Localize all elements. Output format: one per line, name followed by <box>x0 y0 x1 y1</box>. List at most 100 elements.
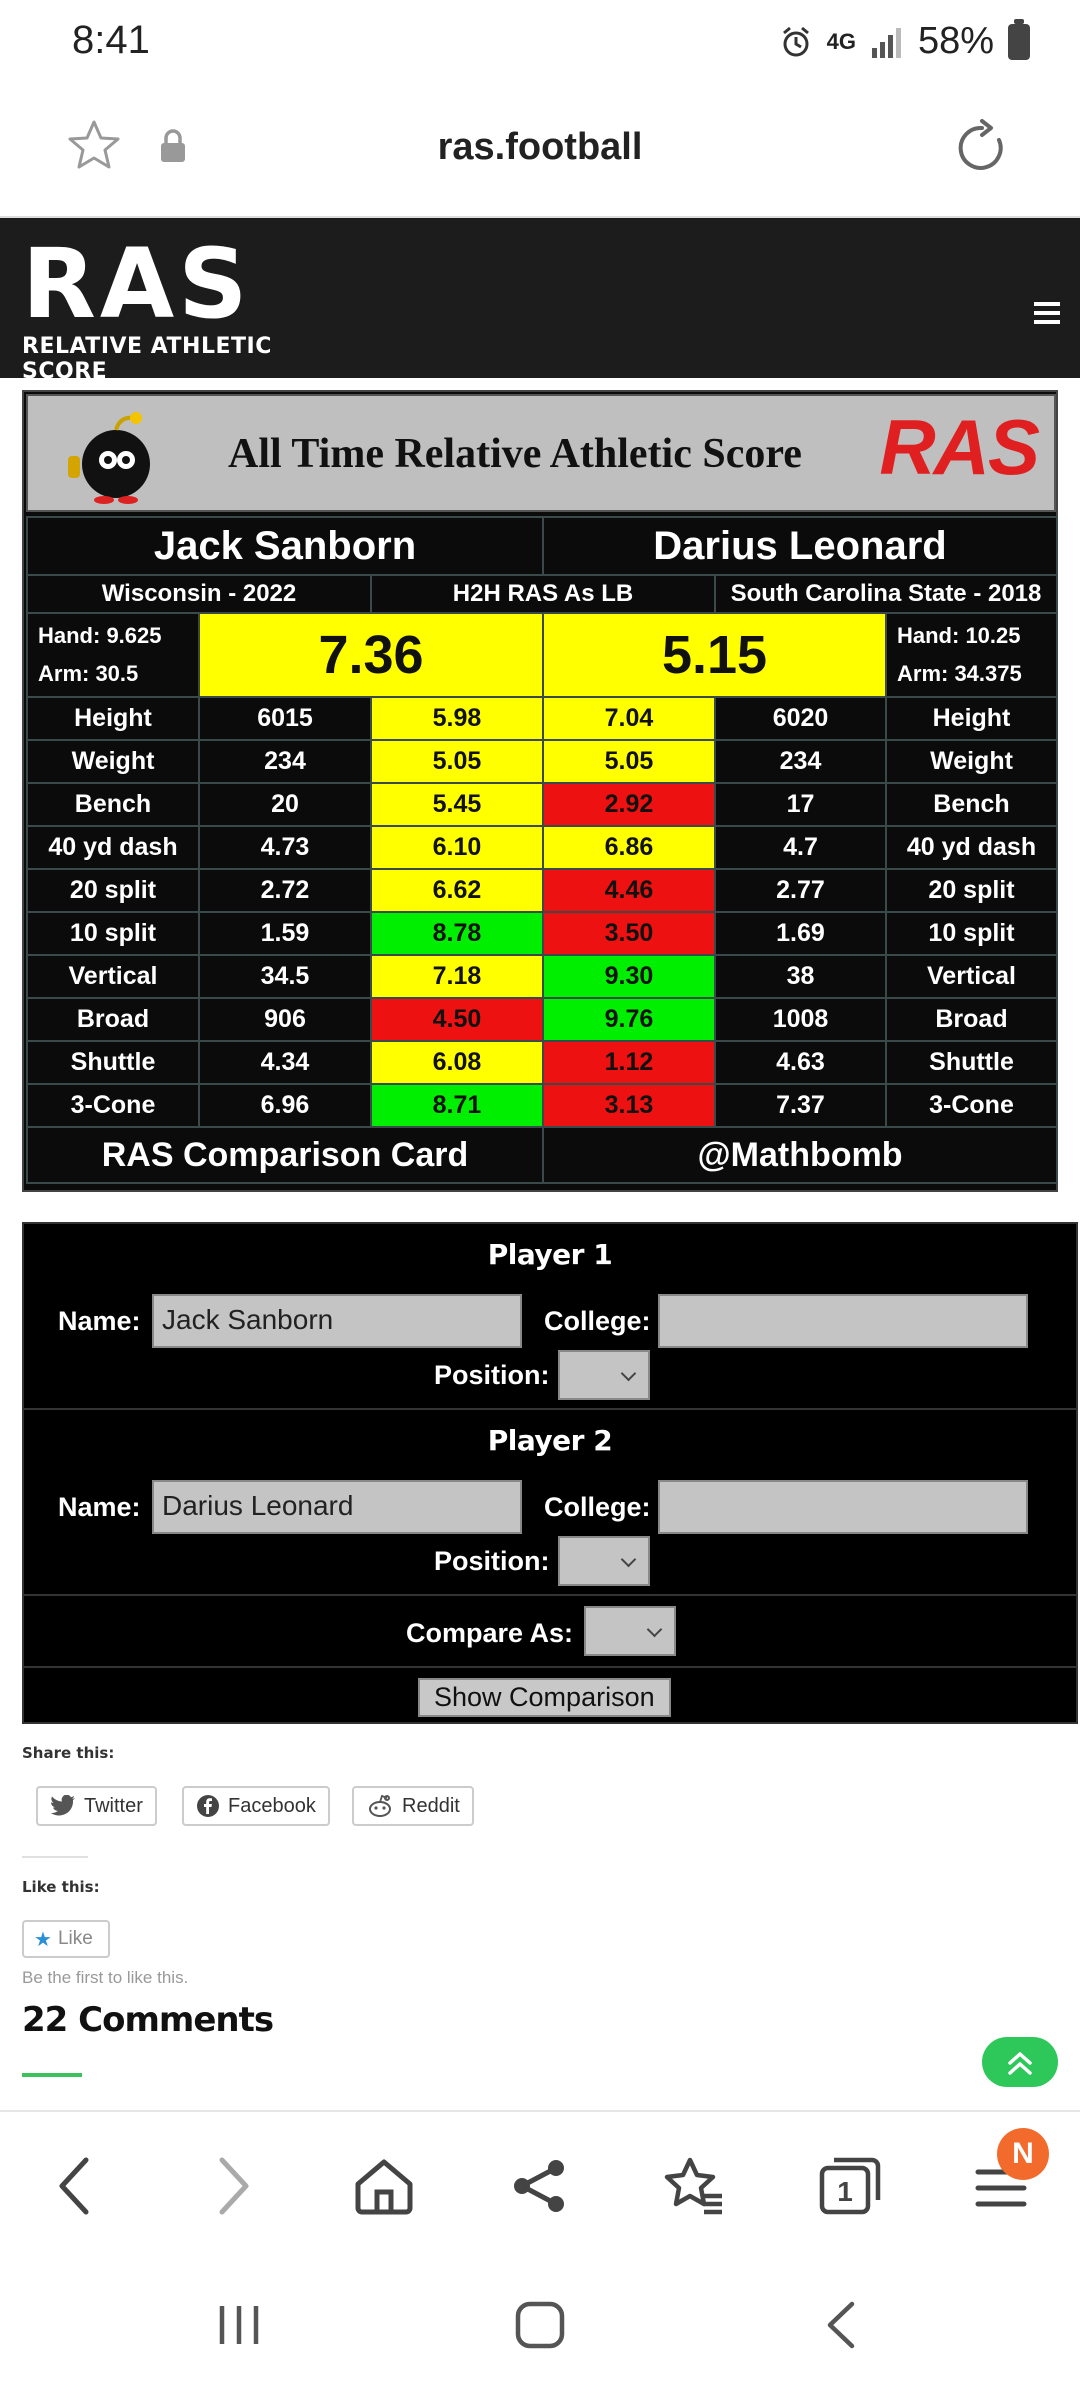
share-twitter-button[interactable]: Twitter <box>36 1786 157 1826</box>
system-navigation-bar <box>0 2260 1080 2400</box>
p1-score: 8.78 <box>370 911 544 956</box>
share-reddit-button[interactable]: Reddit <box>352 1786 474 1826</box>
player2-name-label: Name: <box>58 1492 141 1522</box>
site-logo[interactable]: RAS RELATIVE ATHLETIC SCORE <box>22 228 322 384</box>
player2-score: 5.15 <box>542 612 887 698</box>
p1-metric-label: 40 yd dash <box>26 825 200 870</box>
share-facebook-button[interactable]: Facebook <box>182 1786 330 1826</box>
player1-hand: Hand: 9.625 <box>38 623 162 648</box>
share-icon[interactable] <box>508 2156 572 2216</box>
p1-metric-label: Vertical <box>26 954 200 999</box>
home-icon[interactable] <box>352 2156 416 2216</box>
player1-score: 7.36 <box>198 612 544 698</box>
p1-value: 34.5 <box>198 954 372 999</box>
bookmark-star-icon[interactable] <box>64 116 124 176</box>
mathbomb-mascot-icon <box>68 412 150 504</box>
status-time: 8:41 <box>72 18 150 62</box>
card-footer-left: RAS Comparison Card <box>26 1126 544 1184</box>
twitter-label: Twitter <box>84 1794 143 1817</box>
logo-main: RAS <box>22 228 252 340</box>
metric-row: Height 6015 5.98 7.04 6020 Height <box>26 696 1058 741</box>
ras-comparison-card: All Time Relative Athletic Score RAS Jac… <box>22 390 1058 1192</box>
reload-icon[interactable] <box>952 118 1012 178</box>
back-icon[interactable] <box>52 2154 96 2218</box>
player2-name-input[interactable]: Darius Leonard <box>152 1480 522 1534</box>
p1-value: 4.34 <box>198 1040 372 1085</box>
player2-arm: Arm: 34.375 <box>897 661 1022 686</box>
player2-section: Player 2 Name: Darius Leonard College: P… <box>24 1410 1076 1596</box>
twitter-icon <box>50 1795 75 1816</box>
metric-row: Broad 906 4.50 9.76 1008 Broad <box>26 997 1058 1042</box>
card-footer-row: RAS Comparison Card @Mathbomb <box>26 1126 1058 1184</box>
like-button[interactable]: ★ Like <box>22 1920 110 1958</box>
p2-value: 17 <box>714 782 887 827</box>
like-label: Like <box>57 1928 93 1949</box>
battery-icon <box>1008 18 1030 60</box>
double-chevron-up-icon <box>1008 2052 1032 2075</box>
player2-school: South Carolina State - 2018 <box>714 574 1058 614</box>
player1-position-label: Position: <box>434 1360 550 1390</box>
p1-metric-label: 3-Cone <box>26 1083 200 1128</box>
recent-apps-icon[interactable] <box>214 2300 264 2350</box>
lock-icon <box>161 129 185 162</box>
profile-badge[interactable]: N <box>997 2128 1049 2180</box>
player2-hand: Hand: 10.25 <box>897 623 1021 648</box>
home-button-icon[interactable] <box>514 2300 566 2350</box>
battery-percent: 58% <box>917 20 994 62</box>
system-back-icon[interactable] <box>822 2300 862 2350</box>
like-note: Be the first to like this. <box>22 1968 189 1987</box>
player1-name: Jack Sanborn <box>26 516 544 576</box>
p2-value: 38 <box>714 954 887 999</box>
p2-score: 4.46 <box>542 868 716 913</box>
compare-as-select[interactable] <box>584 1606 676 1656</box>
player2-heading: Player 2 <box>487 1424 613 1457</box>
player2-college-label: College: <box>544 1492 651 1522</box>
player1-position-select[interactable] <box>558 1350 650 1400</box>
metric-row: 20 split 2.72 6.62 4.46 2.77 20 split <box>26 868 1058 913</box>
p1-score: 5.45 <box>370 782 544 827</box>
p1-metric-label: Broad <box>26 997 200 1042</box>
p1-value: 6.96 <box>198 1083 372 1128</box>
p2-value: 1008 <box>714 997 887 1042</box>
player1-arm: Arm: 30.5 <box>38 661 139 686</box>
reddit-icon <box>369 1794 391 1817</box>
scroll-to-top-button[interactable] <box>982 2037 1058 2087</box>
p2-value: 234 <box>714 739 887 784</box>
p1-metric-label: Height <box>26 696 200 741</box>
player1-college-input[interactable] <box>658 1294 1028 1348</box>
p2-score: 5.05 <box>542 739 716 784</box>
status-icons: 4G 58% <box>779 18 1030 63</box>
compare-section: Compare As: <box>24 1596 1076 1668</box>
banner-ras-logo: RAS <box>879 403 1040 491</box>
network-type: 4G <box>826 28 856 54</box>
browser-url-bar: ras.football <box>0 90 1080 218</box>
tabs-button[interactable]: 1 <box>818 2154 882 2216</box>
show-comparison-button[interactable]: Show Comparison <box>418 1678 671 1717</box>
forward-icon[interactable] <box>212 2154 256 2218</box>
p2-metric-label: Shuttle <box>885 1040 1058 1085</box>
p1-score: 6.10 <box>370 825 544 870</box>
bookmarks-icon[interactable] <box>660 2154 726 2218</box>
player1-section: Player 1 Name: Jack Sanborn College: Pos… <box>24 1224 1076 1410</box>
url-text[interactable]: ras.football <box>437 126 643 168</box>
p2-metric-label: Bench <box>885 782 1058 827</box>
p2-metric-label: Weight <box>885 739 1058 784</box>
like-star-icon: ★ <box>34 1928 52 1951</box>
card-banner: All Time Relative Athletic Score RAS <box>26 394 1056 512</box>
metric-row: Vertical 34.5 7.18 9.30 38 Vertical <box>26 954 1058 999</box>
p1-score: 6.08 <box>370 1040 544 1085</box>
p2-score: 3.13 <box>542 1083 716 1128</box>
signal-icon <box>871 27 901 58</box>
metric-row: Bench 20 5.45 2.92 17 Bench <box>26 782 1058 827</box>
p1-metric-label: 10 split <box>26 911 200 956</box>
tabs-count: 1 <box>837 2176 853 2207</box>
p2-metric-label: Vertical <box>885 954 1058 999</box>
player1-college-label: College: <box>544 1306 651 1336</box>
hamburger-menu-icon[interactable] <box>1034 302 1060 326</box>
player2-position-select[interactable] <box>558 1536 650 1586</box>
p2-metric-label: 40 yd dash <box>885 825 1058 870</box>
p2-metric-label: Broad <box>885 997 1058 1042</box>
player2-college-input[interactable] <box>658 1480 1028 1534</box>
player1-name-input[interactable]: Jack Sanborn <box>152 1294 522 1348</box>
player2-position-label: Position: <box>434 1546 550 1576</box>
